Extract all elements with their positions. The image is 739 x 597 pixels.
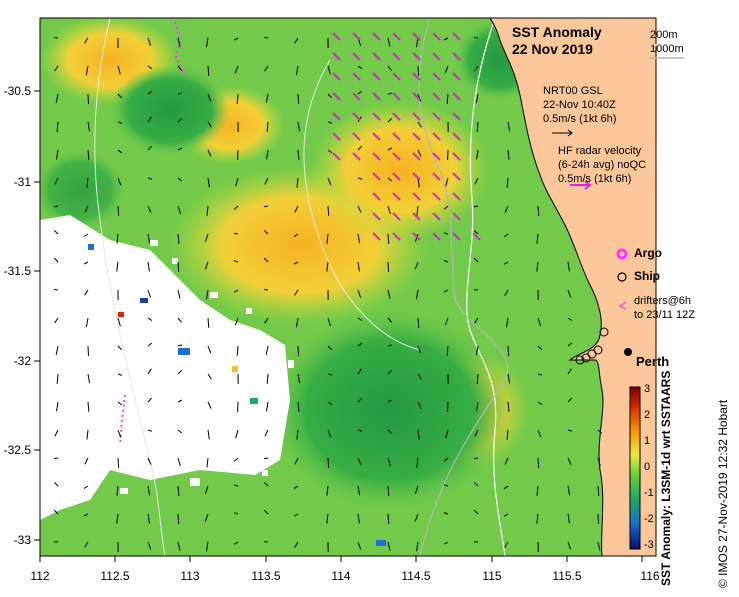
current-vector-icon: [474, 458, 478, 459]
city-label-perth: Perth: [636, 354, 669, 369]
cool-anomaly-west: [35, 150, 125, 230]
current-legend: NRT00 GSL 22-Nov 10:40Z 0.5m/s (1kt 6h): [543, 84, 616, 126]
y-tick-label: -32: [14, 354, 32, 368]
radar-legend-title: HF radar velocity: [558, 144, 646, 158]
current-vector-icon: [298, 94, 299, 104]
current-vector-icon: [598, 514, 599, 524]
isobath-1000m-label: 1000m: [650, 42, 684, 56]
drifter-time-label: to 23/11 12Z: [634, 308, 695, 322]
current-vector-icon: [118, 206, 119, 216]
argo-label: Argo: [634, 246, 662, 260]
colorbar-tick-label: -3: [644, 539, 654, 551]
colorbar-tick-label: 1: [644, 435, 650, 447]
colorbar-label: SST Anomaly: L3SM-1d wrt SSTAARS: [659, 371, 673, 586]
current-vector-icon: [54, 458, 58, 459]
x-tick-label: 114.5: [401, 569, 430, 583]
y-tick-label: -32.5: [4, 443, 32, 457]
cool-anomaly-north: [110, 65, 230, 155]
radar-legend-averaging: (6-24h avg) noQC: [558, 158, 646, 172]
current-vector-icon: [264, 458, 268, 459]
x-tick-label: 112.5: [100, 569, 129, 583]
current-legend-scale: 0.5m/s (1kt 6h): [543, 112, 616, 126]
isobath-legend: 200m 1000m: [650, 28, 684, 56]
current-legend-source: NRT00 GSL: [543, 84, 616, 98]
current-vector-icon: [298, 346, 299, 356]
current-vector-icon: [328, 206, 329, 216]
current-vector-icon: [508, 346, 509, 356]
map-title: SST Anomaly: [512, 24, 602, 41]
current-vector-icon: [474, 37, 478, 38]
current-vector-icon: [388, 514, 389, 524]
drifter-legend: drifters@6h to 23/11 12Z: [634, 294, 695, 322]
map-title-block: SST Anomaly 22 Nov 2019: [512, 24, 602, 58]
y-tick-label: -31: [14, 175, 32, 189]
credit-line: © IMOS 27-Nov-2019 12:32 Hobart: [716, 400, 730, 588]
current-vector-icon: [88, 94, 89, 104]
colorbar-tick-label: 3: [644, 383, 650, 395]
x-tick-label: 115: [482, 569, 501, 583]
radar-legend: HF radar velocity (6-24h avg) noQC 0.5m/…: [558, 144, 646, 186]
x-tick-label: 112: [30, 569, 49, 583]
current-vector-icon: [418, 66, 419, 76]
colorbar: [630, 387, 640, 549]
current-vector-icon: [264, 37, 268, 38]
x-tick-label: 115.5: [552, 569, 581, 583]
y-tick-label: -33: [14, 533, 32, 547]
current-vector-icon: [54, 290, 58, 291]
y-tick-label: -31.5: [4, 264, 32, 278]
current-vector-icon: [118, 458, 119, 468]
current-vector-icon: [54, 37, 58, 38]
x-tick-labels: 112 112.5 113 113.5 114 114.5 115 115.5 …: [30, 569, 659, 583]
current-vector-icon: [178, 514, 179, 524]
colorbar-tick-label: 2: [644, 409, 650, 421]
current-vector-icon: [538, 458, 539, 468]
current-vector-icon: [264, 290, 268, 291]
current-vector-icon: [88, 346, 89, 356]
current-vector-icon: [388, 262, 389, 272]
y-tick-label: -30.5: [4, 84, 32, 98]
colorbar-tick-label: -1: [644, 487, 654, 499]
x-tick-label: 113.5: [251, 569, 280, 583]
x-tick-label: 113: [180, 569, 199, 583]
colorbar-tick-label: -2: [644, 513, 654, 525]
current-legend-time: 22-Nov 10:40Z: [543, 98, 616, 112]
isobath-200m-label: 200m: [650, 28, 684, 42]
current-vector-icon: [178, 262, 179, 272]
radar-legend-scale: 0.5m/s (1kt 6h): [558, 172, 646, 186]
map-date: 22 Nov 2019: [512, 41, 602, 58]
current-vector-icon: [448, 402, 449, 412]
perth-marker-icon: [624, 348, 632, 356]
colorbar-tick-label: 0: [644, 461, 650, 473]
drifter-label: drifters@6h: [634, 294, 695, 308]
y-tick-labels: -30.5 -31 -31.5 -32 -32.5 -33: [4, 84, 32, 547]
x-tick-label: 114: [331, 569, 350, 583]
current-vector-icon: [328, 458, 329, 468]
x-tick-label: 116: [640, 569, 659, 583]
ship-label: Ship: [634, 269, 660, 283]
